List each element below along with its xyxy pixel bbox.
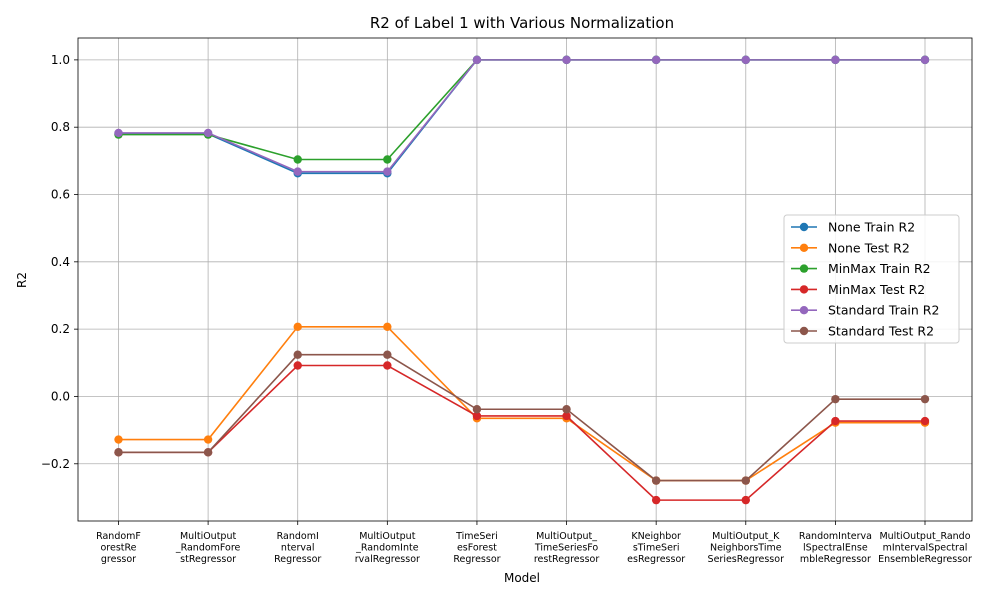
legend: None Train R2 None Test R2 MinMax Train R2… xyxy=(783,214,960,344)
data-point xyxy=(651,476,661,485)
data-point xyxy=(920,416,930,426)
data-point xyxy=(562,55,571,65)
legend-item: MinMax Train R2 xyxy=(791,261,931,276)
data-point xyxy=(472,55,482,65)
data-point xyxy=(741,476,750,485)
legend-marker xyxy=(799,222,809,232)
series-line xyxy=(118,353,925,482)
y-tick-label: 0.0 xyxy=(51,389,70,403)
legend-label: None Train R2 xyxy=(828,220,915,235)
legend-marker xyxy=(799,326,809,336)
legend-item: None Test R2 xyxy=(791,240,910,255)
y-tick-label: 0.8 xyxy=(51,120,70,134)
data-point xyxy=(383,322,392,331)
data-point xyxy=(920,55,930,65)
chart-title: R2 of Label 1 with Various Normalization xyxy=(370,14,674,32)
data-point xyxy=(293,155,302,164)
data-point xyxy=(203,448,213,457)
data-point xyxy=(203,128,213,138)
data-point xyxy=(293,322,302,331)
series-standard-test-r2 xyxy=(114,350,930,485)
data-point xyxy=(383,167,392,176)
data-point xyxy=(562,411,571,421)
x-tick-label: MultiOutput_K NeighborsTime SeriesRegresso… xyxy=(708,531,785,565)
y-tick-label: 0.6 xyxy=(51,188,70,202)
data-point xyxy=(293,167,302,176)
x-tick-label: KNeighbor sTimeSeri esRegressor xyxy=(627,531,685,565)
data-point xyxy=(203,435,213,444)
series-lines xyxy=(114,55,930,505)
x-tick-label: MultiOutput _RandomInte rvalRegressor xyxy=(355,531,420,565)
data-point xyxy=(651,495,661,505)
y-tick-label: 1.0 xyxy=(51,53,70,67)
y-tick-label: 0.2 xyxy=(51,322,70,336)
x-tick-label: RandomInterva lSpectralEnse mbleRegressor xyxy=(799,531,872,565)
legend-label: MinMax Train R2 xyxy=(828,261,931,276)
data-point xyxy=(741,495,750,505)
legend-frame xyxy=(783,214,960,344)
legend-item: None Train R2 xyxy=(791,220,915,235)
data-point xyxy=(741,55,750,65)
x-tick-label: MultiOutput_ TimeSeriesFo restRegressor xyxy=(534,531,600,565)
x-tick-label: MultiOutput_Rando mIntervalSpectral Ensemb… xyxy=(878,531,972,565)
data-point xyxy=(831,394,840,404)
x-tick-label: MultiOutput _RandomFore stRegressor xyxy=(175,531,241,565)
data-point xyxy=(651,55,661,65)
plot-frame xyxy=(77,37,973,522)
legend-marker xyxy=(799,285,809,294)
x-tick-label: TimeSeri esForest Regressor xyxy=(453,531,500,565)
legend-label: None Test R2 xyxy=(828,240,910,255)
data-point xyxy=(472,411,482,421)
legend-marker xyxy=(799,264,809,273)
legend-marker xyxy=(799,306,809,315)
series-line xyxy=(118,325,925,482)
legend-marker xyxy=(799,243,809,252)
x-tick-label: RandomF orestRe gressor xyxy=(96,531,141,565)
data-point xyxy=(920,394,930,404)
series-standard-train-r2 xyxy=(114,55,930,176)
data-point xyxy=(831,55,840,65)
y-tick-label: −0.2 xyxy=(41,457,70,471)
legend-label: MinMax Test R2 xyxy=(828,282,925,297)
data-point xyxy=(562,405,571,414)
data-point xyxy=(114,128,123,138)
data-point xyxy=(293,361,302,370)
series-line xyxy=(118,364,925,501)
legend-label: Standard Train R2 xyxy=(828,303,939,318)
legend-label: Standard Test R2 xyxy=(828,324,934,339)
x-axis-label: Model xyxy=(504,571,540,585)
x-tick-label: RandomI nterval Regressor xyxy=(274,531,321,565)
legend-item: Standard Test R2 xyxy=(791,324,934,339)
legend-item: Standard Train R2 xyxy=(791,303,939,318)
data-point xyxy=(383,155,392,164)
data-point xyxy=(293,350,302,359)
series-line xyxy=(118,59,925,173)
data-point xyxy=(383,361,392,370)
data-point xyxy=(831,416,840,426)
series-minmax-test-r2 xyxy=(114,361,930,505)
data-point xyxy=(114,435,123,444)
axis-ticks: RandomF orestRe gressor MultiOutput _RandomF… xyxy=(41,53,972,565)
data-point xyxy=(472,405,482,414)
legend-item: MinMax Test R2 xyxy=(791,282,925,297)
data-point xyxy=(383,350,392,359)
data-point xyxy=(114,448,123,457)
y-axis-label: R2 xyxy=(15,272,29,288)
y-tick-label: 0.4 xyxy=(51,255,70,269)
